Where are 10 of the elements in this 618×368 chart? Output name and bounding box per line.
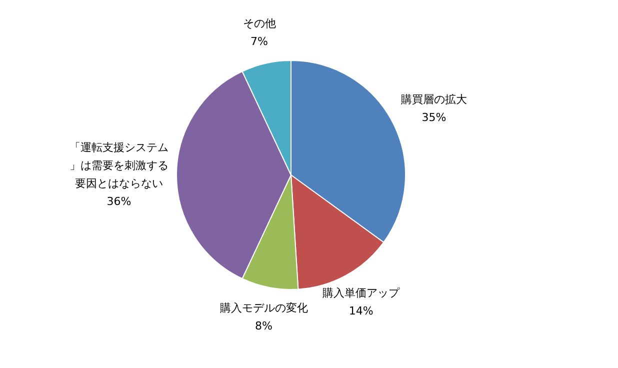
data-label: 7% <box>250 34 268 48</box>
data-label: 35% <box>422 110 446 124</box>
data-label: 36% <box>106 194 132 208</box>
slice-label: その他 <box>242 16 276 30</box>
slice-label: 購入モデルの変化 <box>220 302 308 315</box>
slice-label: 「運転支援システム」は需要を刺激する要因とはならない <box>70 140 168 190</box>
data-label: 8% <box>255 320 272 333</box>
data-label: 14% <box>348 304 374 318</box>
slice-label: 購買層の拡大 <box>401 92 468 106</box>
slice-label: 購入単価アップ <box>322 286 401 300</box>
